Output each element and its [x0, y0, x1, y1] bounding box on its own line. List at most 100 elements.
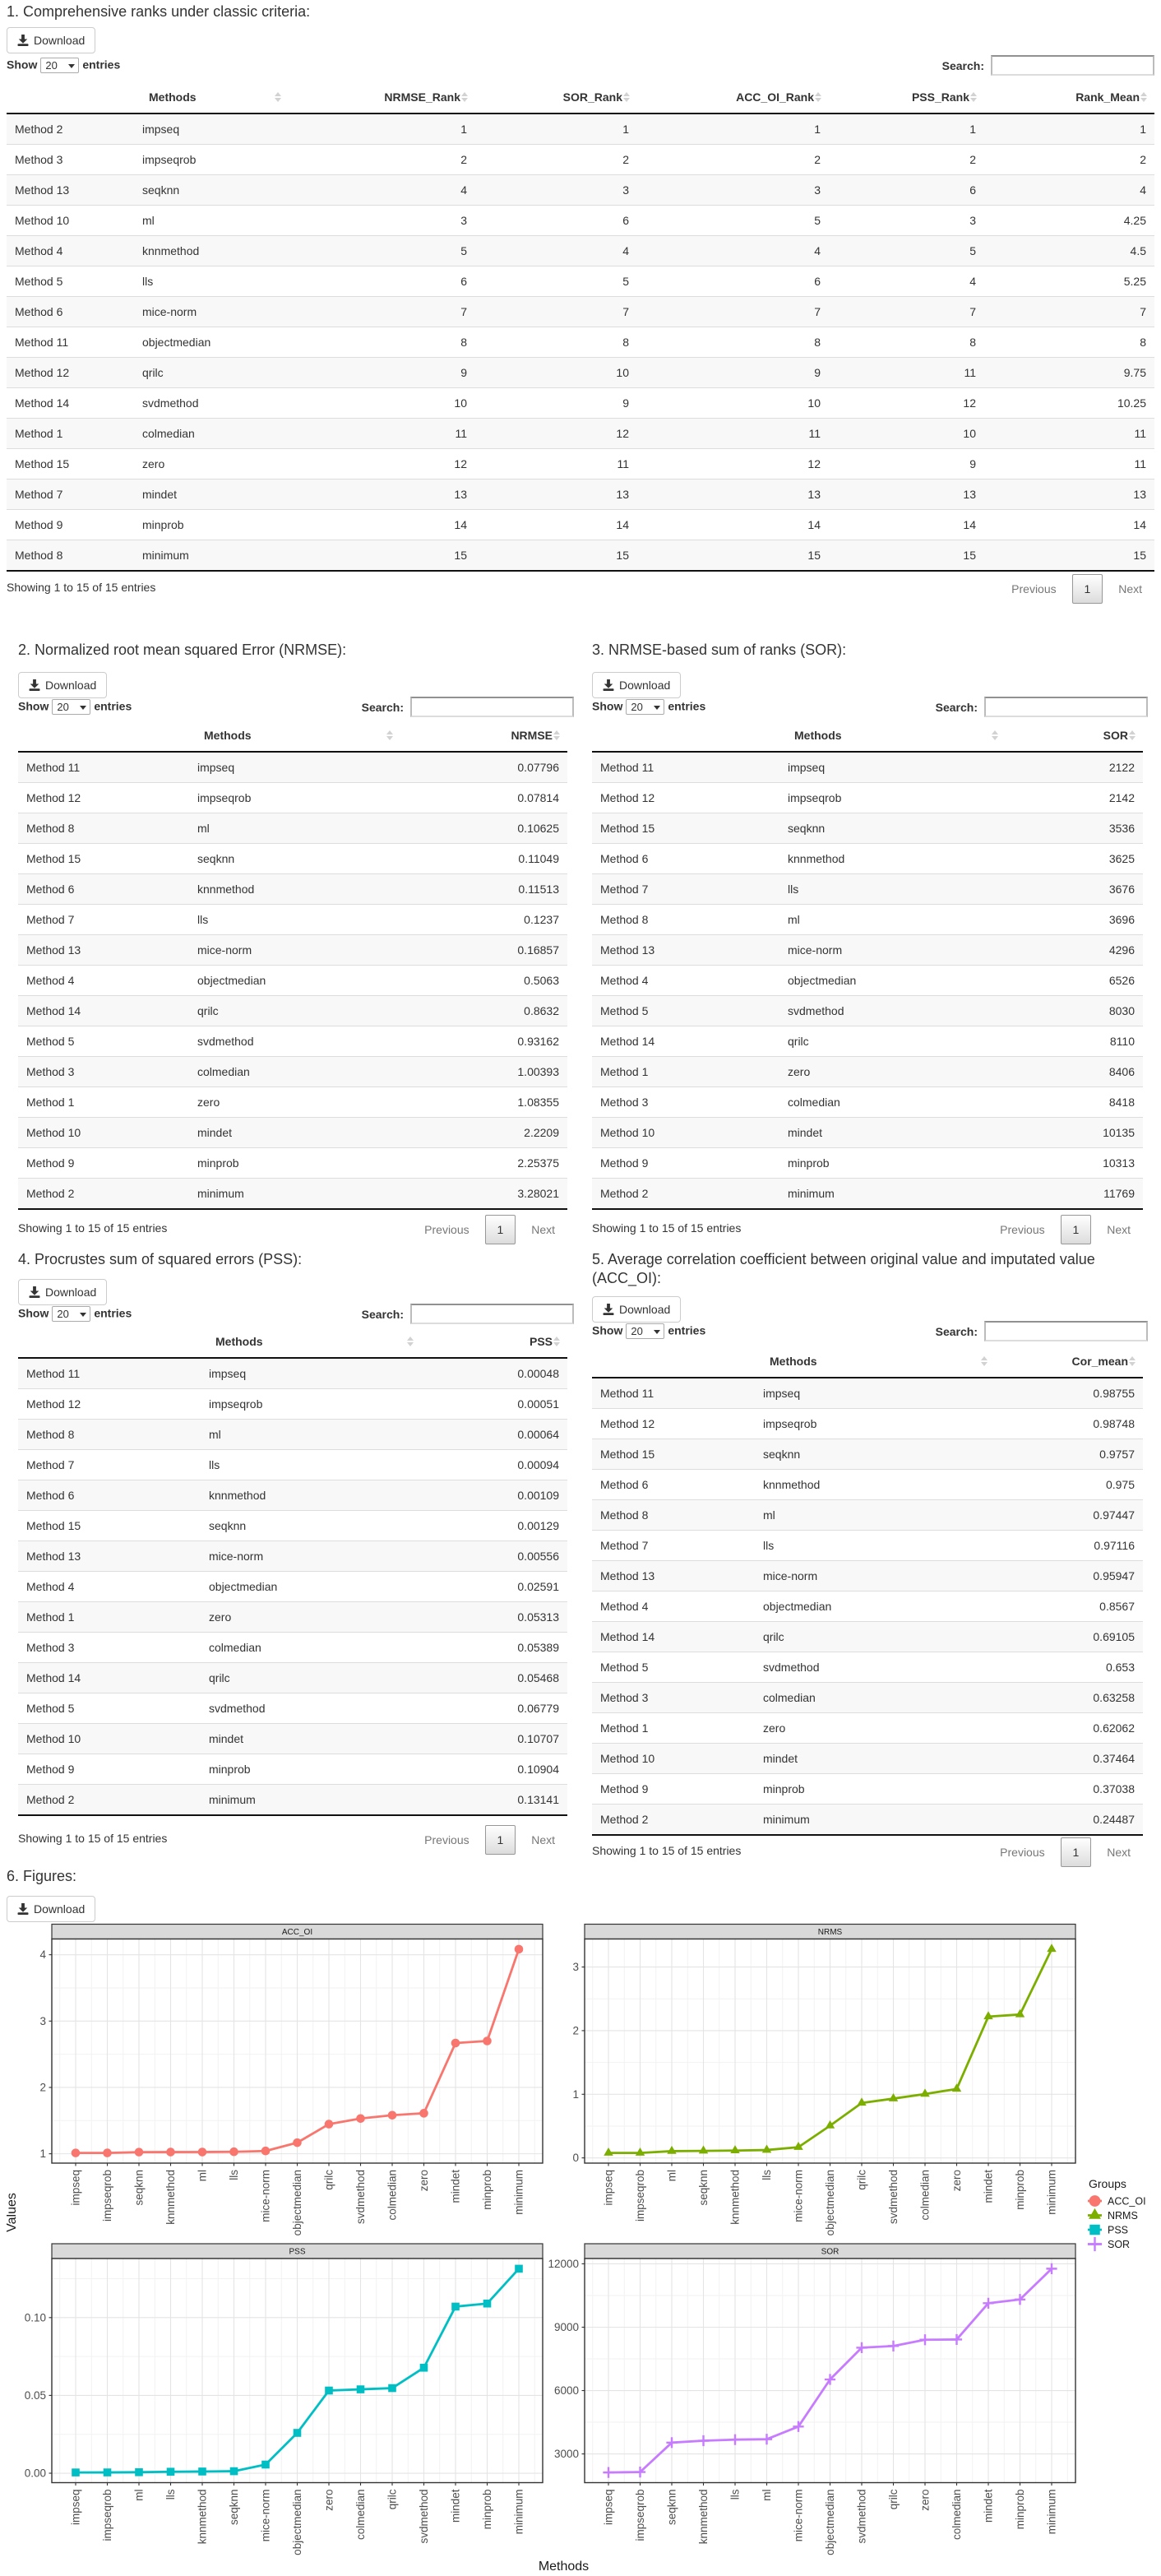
table-cell: 2 [829, 144, 984, 174]
table-cell: 11 [829, 357, 984, 387]
table-cell: 10 [475, 357, 637, 387]
section-pss: 4. Procrustes sum of squared errors (PSS… [18, 1250, 574, 1855]
table-row: Method 6 mice-norm 7 7 7 7 7 [7, 296, 1154, 327]
download-icon [17, 1903, 29, 1915]
x-tick-label: zero [919, 2490, 932, 2511]
page-length-select[interactable]: 20 [626, 1323, 665, 1339]
column-header-pss_rank[interactable]: PSS_Rank [829, 81, 984, 114]
row-name-cell: Method 7 [18, 904, 189, 934]
search-input[interactable] [984, 1321, 1148, 1341]
next-page-button[interactable]: Next [1107, 1223, 1131, 1236]
table-cell: ml [779, 904, 1006, 934]
table-cell: 5.25 [984, 266, 1154, 296]
column-header-nrmse_rank[interactable]: NRMSE_Rank [289, 81, 475, 114]
column-header-nrmse[interactable]: NRMSE [400, 720, 567, 753]
row-name-cell: Method 12 [7, 357, 134, 387]
x-tick-label: zero [951, 2170, 963, 2191]
column-header-methods[interactable]: Methods [189, 720, 400, 753]
current-page-button[interactable]: 1 [1071, 574, 1103, 604]
row-name-cell: Method 10 [18, 1723, 201, 1754]
download-button[interactable]: Download [18, 1279, 108, 1305]
facet-strip-label: ACC_OI [282, 1928, 312, 1937]
current-page-button[interactable]: 1 [1060, 1215, 1092, 1244]
table-row: Method 3 colmedian 8418 [592, 1086, 1143, 1117]
table-row: Method 10 mindet 0.10707 [18, 1723, 567, 1754]
page-length-select[interactable]: 20 [40, 58, 80, 73]
row-name-cell: Method 2 [592, 1804, 755, 1834]
table-cell: zero [134, 448, 289, 479]
search-input[interactable] [410, 697, 574, 717]
sort-icon [553, 1336, 560, 1347]
table-cell: mice-norm [779, 934, 1006, 965]
table-row: Method 1 zero 0.05313 [18, 1601, 567, 1632]
download-button[interactable]: Download [7, 27, 96, 53]
next-page-button[interactable]: Next [531, 1833, 555, 1846]
download-button[interactable]: Download [592, 1296, 682, 1323]
x-tick-label: ml [197, 2170, 209, 2181]
y-axis-title: Values [7, 2193, 19, 2232]
table-cell: zero [779, 1056, 1006, 1086]
column-header-rank_mean[interactable]: Rank_Mean [984, 81, 1154, 114]
previous-page-button[interactable]: Previous [1000, 1223, 1045, 1236]
row-name-cell: Method 2 [592, 1178, 779, 1208]
table-row: Method 12 impseqrob 0.98748 [592, 1408, 1143, 1439]
column-header-pss[interactable]: PSS [421, 1326, 567, 1359]
page-length-select[interactable]: 20 [52, 699, 91, 715]
table-row: Method 13 mice-norm 4296 [592, 934, 1143, 965]
table-row: Method 6 knnmethod 0.975 [592, 1469, 1143, 1499]
column-header-methods[interactable]: Methods [134, 81, 289, 114]
next-page-button[interactable]: Next [1107, 1846, 1131, 1859]
column-header-methods[interactable]: Methods [201, 1326, 421, 1359]
table-cell: 0.10625 [400, 813, 567, 843]
previous-page-button[interactable]: Previous [1000, 1846, 1045, 1859]
table-cell: 4.25 [984, 205, 1154, 235]
length-menu: Show 20 entries [7, 58, 120, 73]
table-cell: 7 [637, 296, 829, 327]
search-input[interactable] [984, 697, 1148, 717]
cor-mean-table: Methods Cor_mean Method 11 impseq 0.98755 Met… [592, 1346, 1143, 1836]
column-header-sor[interactable]: SOR [1006, 720, 1143, 753]
table-cell: impseqrob [134, 144, 289, 174]
x-tick-label: mice-norm [793, 2170, 805, 2222]
next-page-button[interactable]: Next [1118, 582, 1142, 595]
table-row: Method 9 minprob 0.37038 [592, 1773, 1143, 1804]
column-header-acc_oi_rank[interactable]: ACC_OI_Rank [637, 81, 829, 114]
search-input[interactable] [410, 1304, 574, 1324]
page-length-select[interactable]: 20 [52, 1306, 91, 1322]
column-header-cor_mean[interactable]: Cor_mean [995, 1346, 1143, 1378]
row-name-cell: Method 11 [600, 1387, 655, 1400]
current-page-button[interactable]: 1 [484, 1825, 516, 1855]
column-header-methods[interactable]: Methods [779, 720, 1006, 753]
legend-item-acc_oi: ACC_OI [1088, 2195, 1146, 2208]
current-page-button[interactable]: 1 [1060, 1837, 1092, 1867]
legend-title: Groups [1089, 2177, 1126, 2190]
table-cell: 2 [637, 144, 829, 174]
previous-page-button[interactable]: Previous [424, 1223, 469, 1236]
row-name-cell: Method 10 [592, 1117, 779, 1147]
table-cell: qrilc [755, 1621, 995, 1652]
table-row: Method 14 qrilc 0.05468 [18, 1662, 567, 1693]
table-cell: 0.07796 [517, 761, 559, 774]
current-page-button[interactable]: 1 [484, 1215, 516, 1244]
search-input[interactable] [991, 55, 1154, 76]
download-button[interactable]: Download [592, 672, 682, 698]
table-cell: minprob [779, 1147, 1006, 1178]
column-header-sor_rank[interactable]: SOR_Rank [475, 81, 637, 114]
download-button[interactable]: Download [7, 1896, 96, 1922]
next-page-button[interactable]: Next [531, 1223, 555, 1236]
page-length-select[interactable]: 20 [626, 699, 665, 715]
table-cell: 7 [984, 296, 1154, 327]
download-button[interactable]: Download [18, 672, 108, 698]
previous-page-button[interactable]: Previous [424, 1833, 469, 1846]
column-header-methods[interactable]: Methods [755, 1346, 995, 1378]
previous-page-button[interactable]: Previous [1011, 582, 1057, 595]
row-name-cell: Method 14 [592, 1621, 755, 1652]
table-info: Showing 1 to 15 of 15 entries [18, 1221, 168, 1235]
row-name-cell: Method 6 [592, 843, 779, 873]
table-cell: 0.97116 [995, 1530, 1143, 1560]
length-menu: Show 20 entries [592, 699, 705, 715]
y-tick-label: 1 [39, 2147, 46, 2160]
table-cell: 6 [829, 174, 984, 205]
table-cell: 13 [289, 479, 475, 509]
table-cell: 0.653 [995, 1652, 1143, 1682]
